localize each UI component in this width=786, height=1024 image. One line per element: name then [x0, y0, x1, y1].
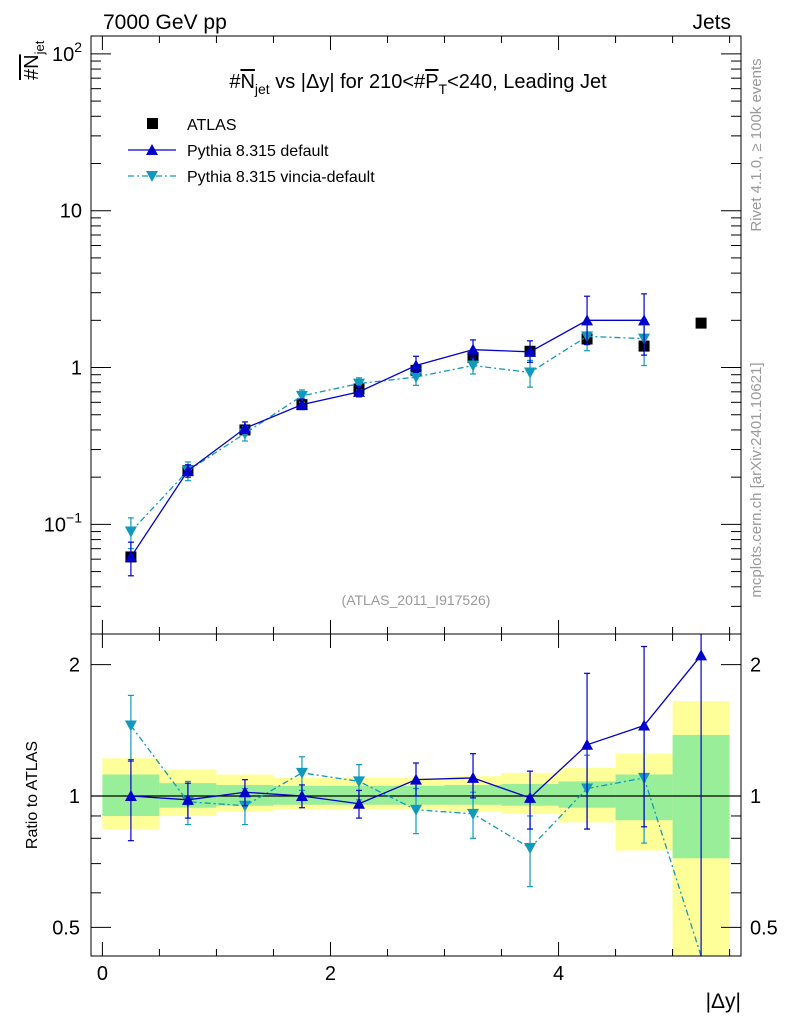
- main-y-tick-base: 10: [44, 514, 66, 536]
- default-point: [295, 398, 308, 410]
- ratio-plot-marks: [91, 634, 741, 957]
- atlas-point: [695, 317, 707, 329]
- main-plot-title: #Njet vs |Δy| for 210<#PT<240, Leading J…: [229, 71, 607, 97]
- main-y-tick-exponent: −1: [66, 509, 82, 525]
- mcplots-reference-label: mcplots.cern.ch [arXiv:2401.10621]: [748, 362, 765, 597]
- ylabel-sub: jet: [32, 40, 47, 55]
- main-plot-marks: [124, 293, 707, 577]
- main-y-tick-label: 10−1: [44, 509, 82, 536]
- ratio-plot-xlabel: |Δy|: [706, 990, 741, 1013]
- legend-vincia-marker: [146, 171, 158, 182]
- default-ratio-point: [581, 738, 594, 750]
- default-point: [410, 359, 422, 371]
- legend-default-marker: [146, 144, 158, 155]
- default-ratio-point: [638, 719, 651, 731]
- vincia-ratio-point: [524, 843, 537, 855]
- default-point: [238, 422, 251, 434]
- ratio-y-tick-label-left: 0.5: [52, 917, 80, 939]
- ratio-x-tick-label: 2: [325, 963, 336, 985]
- main-y-tick-base: 1: [71, 358, 82, 380]
- default-ratio-point: [467, 771, 480, 783]
- legend-atlas-label: ATLAS: [187, 117, 237, 134]
- main-y-tick-base: 10: [52, 44, 74, 66]
- default-line: [130, 319, 645, 558]
- main-y-tick-label: 10: [60, 201, 82, 223]
- vincia-point: [124, 526, 137, 538]
- vincia-ratio-point: [295, 767, 308, 779]
- ylabel-main: #N: [21, 54, 43, 80]
- main-y-tick-label: 1: [71, 358, 82, 380]
- ratio-y-tick-label-left: 2: [69, 655, 80, 677]
- title-suffix: <240, Leading Jet: [447, 71, 607, 93]
- default-point: [124, 550, 137, 562]
- default-ratio-point: [295, 789, 308, 801]
- title-prefix: #: [229, 71, 241, 93]
- vincia-point: [467, 360, 480, 372]
- default-ratio-point: [524, 791, 537, 803]
- default-ratio-point: [238, 786, 251, 798]
- default-ratio-point: [124, 789, 137, 801]
- ratio-x-tick-label: 4: [553, 963, 564, 985]
- ratio-y-tick-label-right: 1: [750, 786, 761, 808]
- title-mid: vs |Δy| for 210<#: [270, 71, 426, 93]
- vincia-ratio-point: [410, 804, 422, 816]
- vincia-ratio-point: [352, 776, 365, 788]
- ratio-plot-ticks: 0.5 0.5 1 1 2 2 0 2 4: [52, 634, 778, 985]
- default-point: [581, 314, 594, 326]
- title-p: P: [425, 71, 438, 93]
- ratio-y-tick-label-left: 1: [69, 786, 80, 808]
- title-n-sub: jet: [254, 81, 270, 97]
- default-ratio-point: [695, 649, 708, 661]
- vincia-point: [410, 372, 422, 384]
- default-point: [181, 464, 194, 476]
- vincia-ratio-point: [124, 720, 137, 732]
- vincia-point: [295, 390, 308, 402]
- default-point: [524, 345, 537, 357]
- vincia-point: [352, 378, 365, 390]
- analysis-watermark: (ATLAS_2011_I917526): [342, 592, 491, 608]
- main-y-tick-exponent: 2: [74, 39, 82, 55]
- default-point: [467, 343, 480, 355]
- header-category-label: Jets: [692, 11, 731, 34]
- rivet-version-label: Rivet 4.1.0, ≥ 100k events: [748, 58, 765, 231]
- default-ratio-point: [352, 797, 365, 809]
- ratio-y-tick-label-right: 2: [750, 655, 761, 677]
- default-point: [352, 385, 365, 397]
- vincia-ratio-point: [467, 808, 480, 820]
- legend-vincia-label: Pythia 8.315 vincia-default: [187, 169, 375, 186]
- title-p-sub: T: [439, 81, 448, 97]
- legend-atlas-marker: [147, 118, 158, 129]
- ratio-plot-ylabel: Ratio to ATLAS: [24, 741, 41, 849]
- ratio-plot-panel: 0.5 0.5 1 1 2 2 0 2 4 Ratio to ATLAS |Δy|: [24, 633, 778, 1013]
- legend-default-label: Pythia 8.315 default: [187, 143, 329, 160]
- vincia-point: [524, 367, 537, 379]
- header-energy-label: 7000 GeV pp: [103, 11, 227, 34]
- ratio-plot-frame: [90, 633, 742, 957]
- default-ratio-point: [410, 773, 422, 785]
- main-plot-ylabel: #Njet: [21, 40, 47, 80]
- vincia-line: [130, 335, 645, 532]
- main-y-tick-label: 102: [52, 39, 82, 66]
- title-n: N: [240, 71, 254, 93]
- default-point: [638, 314, 651, 326]
- ratio-y-tick-label-right: 0.5: [750, 917, 778, 939]
- legend: ATLAS Pythia 8.315 default Pythia 8.315 …: [128, 117, 375, 186]
- main-y-tick-base: 10: [60, 201, 82, 223]
- default-ratio-point: [181, 793, 194, 805]
- ratio-x-tick-label: 0: [97, 963, 108, 985]
